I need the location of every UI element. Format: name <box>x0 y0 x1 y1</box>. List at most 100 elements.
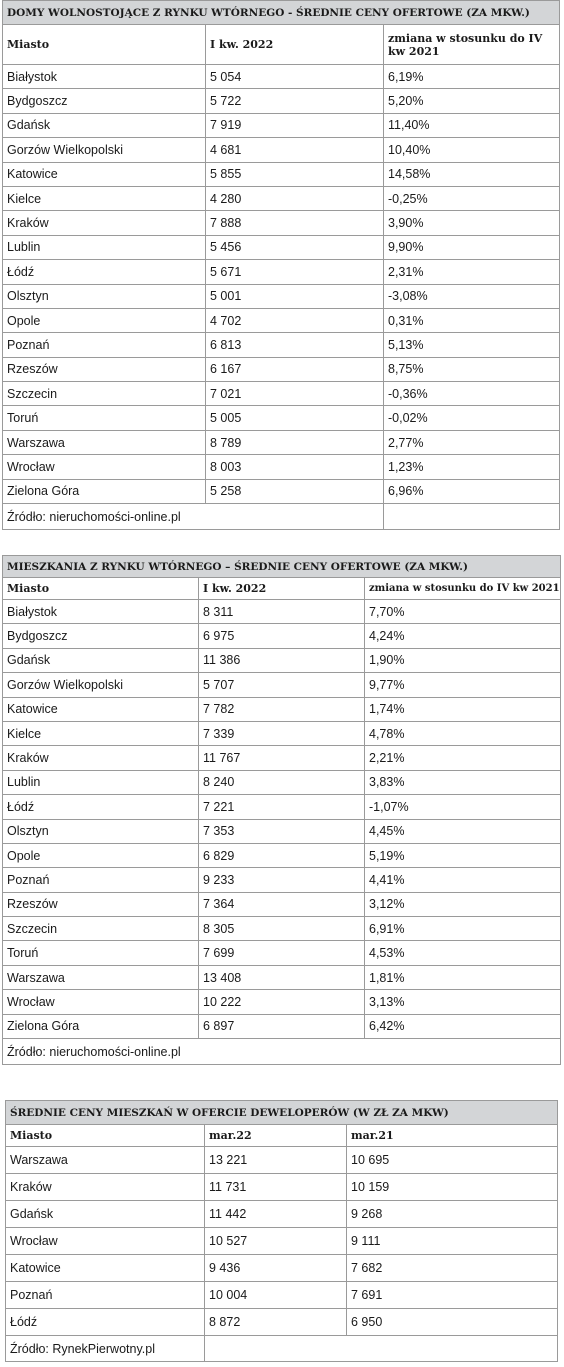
cell-value-2: 1,23% <box>383 454 560 480</box>
table-row: Bydgoszcz 6 975 4,24% <box>2 623 562 649</box>
cell-city: Warszawa <box>2 964 199 991</box>
cell-value-2: 4,53% <box>363 940 562 966</box>
cell-city: Kielce <box>2 720 199 747</box>
cell-city: Olsztyn <box>2 818 199 844</box>
cell-value-1: 4 681 <box>205 137 384 163</box>
column-header-change: zmiana w stosunku do IV kw 2021 <box>383 24 560 65</box>
cell-city: Wrocław <box>2 989 199 1015</box>
cell-value-2: 9,90% <box>383 234 560 261</box>
cell-value-1: 10 527 <box>204 1227 347 1255</box>
column-header-city: Miasto <box>5 1124 205 1147</box>
table-row: Lublin 5 456 9,90% <box>2 234 560 261</box>
source-row: Źródło: nieruchomości-online.pl <box>1 1038 562 1066</box>
cell-value-1: 5 005 <box>205 405 384 431</box>
cell-value-2: 5,20% <box>383 88 560 114</box>
cell-value-1: 8 240 <box>198 769 365 796</box>
cell-city: Łódź <box>2 259 206 285</box>
cell-value-2: 2,77% <box>383 429 560 456</box>
table-row: Olsztyn 7 353 4,45% <box>2 818 562 844</box>
cell-value-1: 8 003 <box>205 454 384 480</box>
table-row: Warszawa 8 789 2,77% <box>2 429 560 456</box>
table-domy-wolnostojace: DOMY WOLNOSTOJĄCE Z RYNKU WTÓRNEGO - ŚRE… <box>2 0 560 531</box>
cell-value-1: 5 671 <box>205 259 384 285</box>
table-row: Białystok 8 311 7,70% <box>2 598 562 625</box>
cell-city: Białystok <box>2 63 206 90</box>
cell-value-2: 8,75% <box>383 356 560 383</box>
source-note: Źródło: nieruchomości-online.pl <box>2 503 384 531</box>
table-row: Łódź 5 671 2,31% <box>2 259 560 285</box>
cell-value-1: 7 221 <box>198 794 365 820</box>
cell-value-1: 7 364 <box>198 891 365 918</box>
table-row: Poznań 10 004 7 691 <box>5 1281 559 1309</box>
cell-value-1: 5 054 <box>205 63 384 90</box>
cell-city: Poznań <box>2 332 206 358</box>
table-mieszkania-wtorny: MIESZKANIA Z RYNKU WTÓRNEGO – ŚREDNIE CE… <box>1 555 562 1066</box>
cell-value-2: 6,42% <box>363 1013 562 1040</box>
cell-city: Białystok <box>2 598 199 625</box>
table-row: Łódź 8 872 6 950 <box>5 1308 559 1336</box>
cell-value-1: 7 353 <box>198 818 365 844</box>
cell-city: Gdańsk <box>5 1200 205 1228</box>
table-row: Warszawa 13 221 10 695 <box>5 1146 559 1174</box>
source-note: Źródło: nieruchomości-online.pl <box>1 1038 562 1066</box>
table-ceny-deweloperow: ŚREDNIE CENY MIESZKAŃ W OFERCIE DEWELOPE… <box>4 1100 559 1362</box>
cell-city: Wrocław <box>2 454 206 480</box>
cell-value-1: 4 280 <box>205 185 384 212</box>
table-row: Rzeszów 6 167 8,75% <box>2 356 560 383</box>
cell-city: Zielona Góra <box>2 1013 199 1040</box>
cell-value-1: 5 456 <box>205 234 384 261</box>
cell-city: Warszawa <box>5 1146 205 1174</box>
table-row: Kielce 7 339 4,78% <box>2 720 562 747</box>
table-row: Gorzów Wielkopolski 4 681 10,40% <box>2 137 560 163</box>
cell-city: Poznań <box>5 1281 205 1309</box>
table-row: Katowice 7 782 1,74% <box>2 696 562 722</box>
cell-city: Kraków <box>2 210 206 236</box>
cell-city: Lublin <box>2 769 199 796</box>
table-row: Katowice 5 855 14,58% <box>2 161 560 187</box>
table-row: Kraków 11 731 10 159 <box>5 1173 559 1201</box>
cell-value-1: 8 872 <box>204 1308 347 1336</box>
cell-city: Rzeszów <box>2 356 206 383</box>
cell-value-2: 4,41% <box>363 867 562 893</box>
table-row: Białystok 5 054 6,19% <box>2 63 560 90</box>
cell-value-1: 9 233 <box>198 867 365 893</box>
column-header-city: Miasto <box>2 577 199 600</box>
cell-value-1: 7 782 <box>198 696 365 722</box>
cell-value-2: 10 159 <box>345 1173 559 1201</box>
table-row: Szczecin 8 305 6,91% <box>2 916 562 942</box>
table-title: ŚREDNIE CENY MIESZKAŃ W OFERCIE DEWELOPE… <box>4 1100 559 1125</box>
cell-value-2: 5,19% <box>363 842 562 869</box>
table-row: Kielce 4 280 -0,25% <box>2 185 560 212</box>
source-row: Źródło: RynekPierwotny.pl <box>5 1335 559 1362</box>
cell-value-2: 5,13% <box>383 332 560 358</box>
table-row: Wrocław 10 527 9 111 <box>5 1227 559 1255</box>
source-row: Źródło: nieruchomości-online.pl <box>2 503 560 531</box>
cell-city: Zielona Góra <box>2 478 206 505</box>
cell-value-1: 10 004 <box>204 1281 347 1309</box>
cell-city: Kielce <box>2 185 206 212</box>
cell-value-2: -3,08% <box>383 283 560 309</box>
cell-value-2: 1,74% <box>363 696 562 722</box>
table-title: DOMY WOLNOSTOJĄCE Z RYNKU WTÓRNEGO - ŚRE… <box>2 0 560 25</box>
cell-city: Warszawa <box>2 429 206 456</box>
table-row: Poznań 9 233 4,41% <box>2 867 562 893</box>
table-row: Wrocław 8 003 1,23% <box>2 454 560 480</box>
cell-value-1: 11 442 <box>204 1200 347 1228</box>
cell-value-1: 5 258 <box>205 478 384 505</box>
column-header-mar22: mar.22 <box>204 1124 347 1147</box>
cell-city: Gdańsk <box>2 647 199 674</box>
cell-city: Bydgoszcz <box>2 623 199 649</box>
cell-value-1: 5 855 <box>205 161 384 187</box>
table-row: Toruń 5 005 -0,02% <box>2 405 560 431</box>
cell-value-2: 3,90% <box>383 210 560 236</box>
table-row: Katowice 9 436 7 682 <box>5 1254 559 1282</box>
cell-city: Bydgoszcz <box>2 88 206 114</box>
table-row: Toruń 7 699 4,53% <box>2 940 562 966</box>
cell-value-2: 3,13% <box>363 989 562 1015</box>
table-row: Gdańsk 11 442 9 268 <box>5 1200 559 1228</box>
cell-value-2: 14,58% <box>383 161 560 187</box>
column-header-change: zmiana w stosunku do IV kw 2021 <box>363 577 562 600</box>
column-header-city: Miasto <box>2 24 206 65</box>
cell-value-1: 7 339 <box>198 720 365 747</box>
cell-value-1: 11 731 <box>204 1173 347 1201</box>
